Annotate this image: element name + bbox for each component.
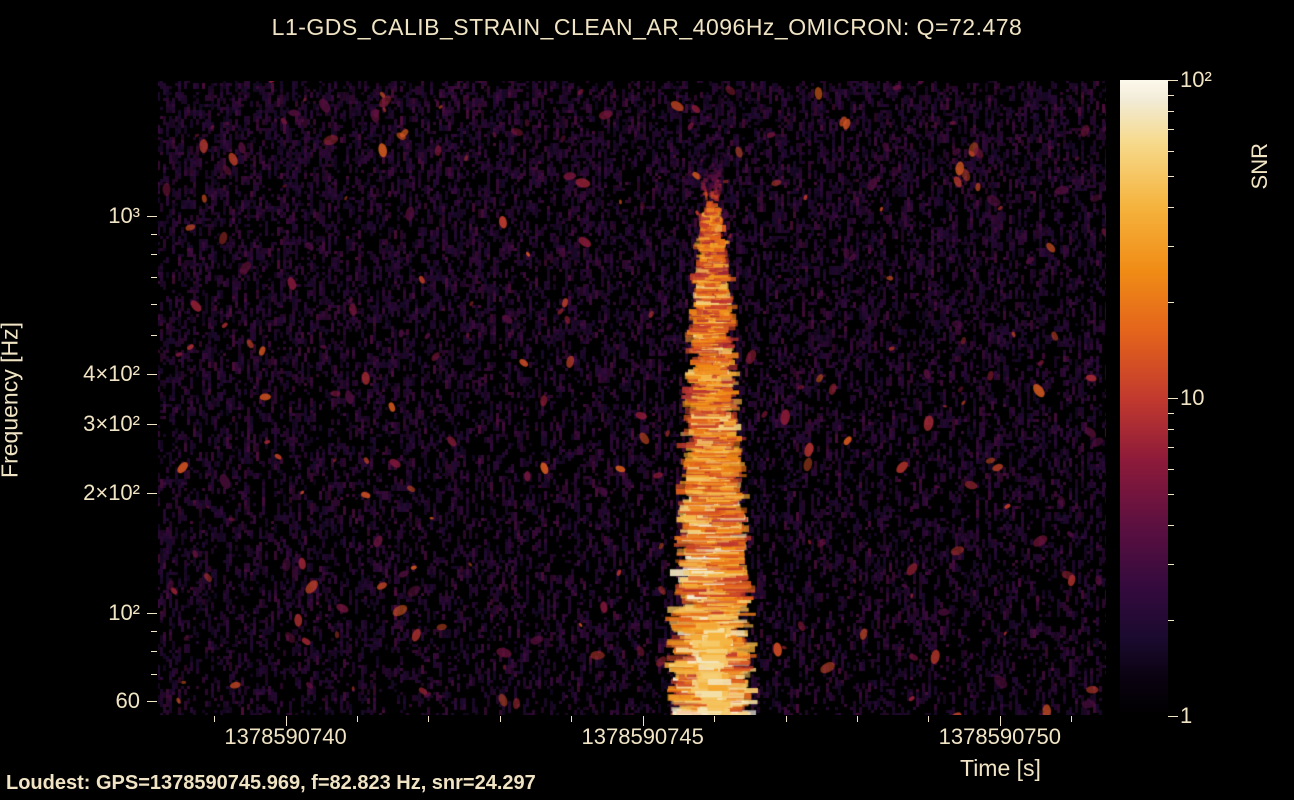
y-axis-tick-label: 2×10²: [83, 480, 140, 506]
y-axis-tick-minor: [151, 335, 157, 336]
colorbar-tick-minor: [1168, 207, 1174, 208]
colorbar-tick-minor: [1168, 413, 1174, 414]
x-axis-tick-minor: [714, 716, 715, 722]
colorbar-tick-minor: [1168, 564, 1174, 565]
x-axis-tick-label: 1378590750: [939, 724, 1061, 750]
x-axis-tick-minor: [500, 716, 501, 722]
colorbar-tick-minor: [1168, 525, 1174, 526]
y-axis-tick-major: [147, 701, 157, 702]
y-axis-tick-minor: [151, 234, 157, 235]
colorbar-tick-minor: [1168, 246, 1174, 247]
colorbar-tick-major: [1168, 80, 1178, 81]
colorbar-tick-label: 10: [1180, 385, 1204, 411]
y-axis-tick-minor: [151, 304, 157, 305]
x-axis-tick-label: 1378590740: [224, 724, 346, 750]
y-axis-tick-major: [147, 493, 157, 494]
spectrogram-canvas-area: [157, 80, 1107, 716]
y-axis-tick-major: [147, 613, 157, 614]
colorbar-tick-major: [1168, 716, 1178, 717]
y-axis-tick-minor: [151, 674, 157, 675]
y-axis-tick-major: [147, 424, 157, 425]
colorbar-tick-minor: [1168, 151, 1174, 152]
colorbar-tick-minor: [1168, 176, 1174, 177]
x-axis-tick-minor: [428, 716, 429, 722]
colorbar-tick-minor: [1168, 447, 1174, 448]
colorbar-tick-minor: [1168, 469, 1174, 470]
y-axis-tick-major: [147, 216, 157, 217]
colorbar: [1120, 80, 1168, 716]
colorbar-tick-label: 1: [1180, 703, 1192, 729]
colorbar-tick-label: 10²: [1180, 67, 1212, 93]
colorbar-tick-minor: [1168, 620, 1174, 621]
y-axis-tick-major: [147, 374, 157, 375]
y-axis-tick-label: 10²: [108, 600, 140, 626]
y-axis-tick-minor: [151, 254, 157, 255]
y-axis-tick-label: 10³: [108, 203, 140, 229]
x-axis-tick-minor: [857, 716, 858, 722]
y-axis-tick-label: 3×10²: [83, 411, 140, 437]
colorbar-tick-minor: [1168, 111, 1174, 112]
x-axis-tick-minor: [928, 716, 929, 722]
x-axis-tick-minor: [571, 716, 572, 722]
colorbar-tick-minor: [1168, 494, 1174, 495]
x-axis-tick-minor: [786, 716, 787, 722]
y-axis-tick-minor: [151, 631, 157, 632]
y-axis-tick-minor: [151, 651, 157, 652]
x-axis-tick-label: 1378590745: [582, 724, 704, 750]
x-axis-tick-minor: [214, 716, 215, 722]
y-axis-tick-label: 4×10²: [83, 361, 140, 387]
y-axis-label: Frequency [Hz]: [0, 322, 24, 478]
colorbar-title: SNR: [1247, 143, 1273, 189]
x-axis-label: Time [s]: [960, 755, 1041, 782]
plot-title: L1-GDS_CALIB_STRAIN_CLEAN_AR_4096Hz_OMIC…: [0, 14, 1294, 41]
y-axis-tick-minor: [151, 277, 157, 278]
x-axis-tick-minor: [357, 716, 358, 722]
colorbar-tick-minor: [1168, 429, 1174, 430]
y-axis-tick-label: 60: [116, 688, 140, 714]
x-axis-tick-minor: [1071, 716, 1072, 722]
colorbar-tick-minor: [1168, 95, 1174, 96]
colorbar-tick-minor: [1168, 302, 1174, 303]
colorbar-tick-minor: [1168, 129, 1174, 130]
spectrogram-window: L1-GDS_CALIB_STRAIN_CLEAN_AR_4096Hz_OMIC…: [0, 0, 1294, 800]
loudest-info-text: Loudest: GPS=1378590745.969, f=82.823 Hz…: [6, 772, 536, 795]
colorbar-tick-major: [1168, 398, 1178, 399]
